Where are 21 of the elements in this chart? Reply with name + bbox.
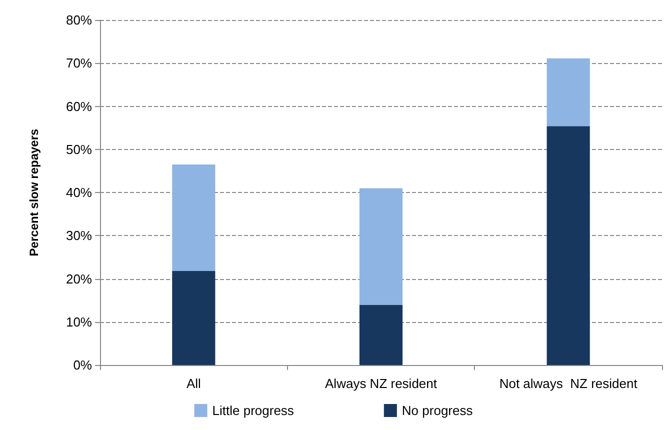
bar [359, 305, 403, 365]
y-tick-label: 30% [66, 228, 92, 244]
y-tick-label: 40% [66, 185, 92, 200]
x-tick-label: All [186, 376, 201, 391]
y-tick-label: 70% [66, 56, 92, 71]
legend-label: Little progress [212, 403, 294, 418]
bar [546, 58, 590, 126]
bar [359, 188, 403, 306]
y-tick-label: 50% [66, 142, 92, 157]
y-tick-label: 60% [66, 98, 92, 114]
y-tick-label: 0% [73, 358, 92, 372]
y-axis-title: Percent slow repayers [27, 128, 41, 256]
bar [172, 164, 216, 271]
y-tick-label: 20% [66, 271, 92, 286]
y-tick-label: 10% [66, 314, 92, 330]
x-tick-label: Not always NZ resident [499, 376, 638, 391]
x-tick-label: Always NZ resident [325, 376, 438, 391]
bar [546, 126, 590, 365]
y-tick-label: 80% [66, 12, 92, 28]
legend-label: No progress [402, 403, 474, 418]
bar [172, 270, 216, 365]
